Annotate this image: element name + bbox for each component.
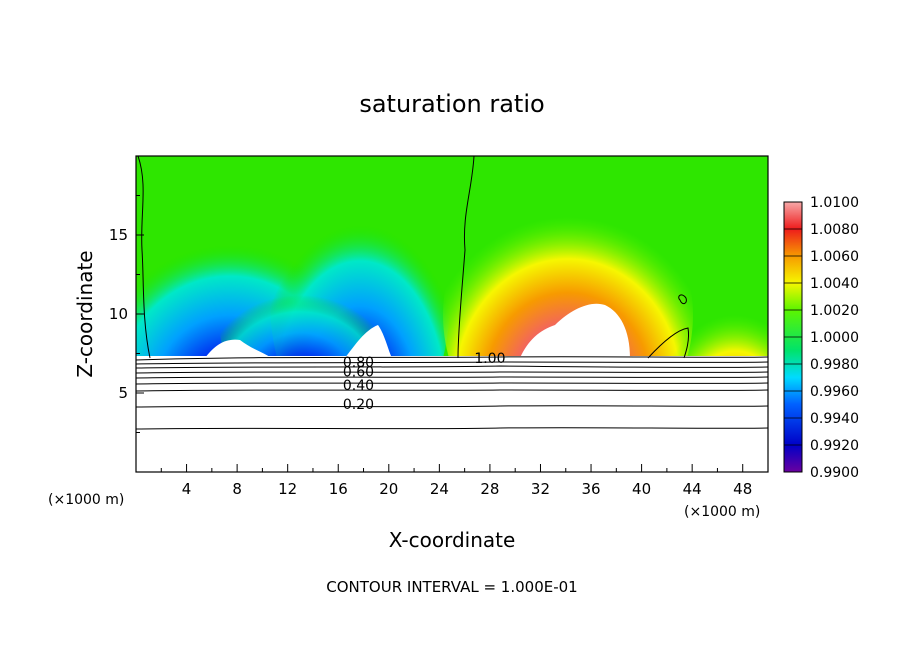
colorbar-ticks: 1.0100 1.0080 1.0060 1.0040 1.0020 1.0000 0.99… — [784, 195, 859, 481]
x-tick-label: 36 — [581, 480, 600, 498]
contour-line — [678, 294, 687, 305]
white-blob-mid — [345, 325, 392, 358]
contour-line — [136, 427, 768, 430]
contour-label: 0.40 — [343, 378, 374, 394]
x-unit-right: (×1000 m) — [684, 504, 760, 520]
colorbar-label: 1.0020 — [810, 303, 859, 319]
contour-line — [136, 382, 768, 385]
colorbar-label: 0.9960 — [810, 384, 859, 400]
y-axis: 5 10 15 — [109, 195, 144, 433]
x-tick-label: 28 — [480, 480, 499, 498]
x-tick-label: 32 — [531, 480, 550, 498]
x-tick-label: 40 — [632, 480, 651, 498]
x-tick-label: 48 — [733, 480, 752, 498]
saturation-field — [136, 156, 768, 472]
contour-line — [136, 389, 768, 392]
lower-layer — [136, 356, 768, 472]
colorbar-label: 1.0040 — [810, 276, 859, 292]
x-tick-label: 16 — [329, 480, 348, 498]
chart-title: saturation ratio — [359, 90, 544, 118]
white-blob-main — [520, 303, 630, 358]
y-tick-label: 10 — [109, 305, 128, 323]
colorbar-label: 1.0100 — [810, 195, 859, 211]
x-axis-label: X-coordinate — [389, 528, 516, 552]
colorbar-label: 0.9940 — [810, 411, 859, 427]
y-tick-label: 5 — [118, 384, 128, 402]
colorbar-label: 0.9980 — [810, 357, 859, 373]
x-tick-label: 20 — [379, 480, 398, 498]
contour-line — [136, 371, 768, 374]
x-axis: 4 8 12 16 20 24 28 32 36 40 44 48 — [160, 464, 752, 498]
contour-line — [136, 361, 768, 365]
y-axis-label: Z-coordinate — [73, 250, 97, 377]
contour-label: 0.60 — [343, 365, 374, 381]
colorbar-label: 1.0080 — [810, 222, 859, 238]
contour-line — [136, 376, 768, 379]
x-tick-label: 4 — [182, 480, 192, 498]
contour-label: 0.80 — [343, 355, 374, 371]
contour-label: 1.00 — [474, 351, 505, 367]
contour-line — [647, 327, 689, 359]
contour-line — [137, 156, 151, 359]
colorbar-label: 0.9920 — [810, 438, 859, 454]
contour-line — [136, 356, 768, 361]
contour-line — [136, 365, 768, 369]
colorbar: 1.0100 1.0080 1.0060 1.0040 1.0020 1.0000 0.99… — [783, 195, 859, 481]
contour-label: 0.20 — [343, 397, 374, 413]
colorbar-label: 0.9900 — [810, 465, 859, 481]
contour-labels: 1.00 0.800.600.40 0.20 — [343, 351, 506, 413]
contour-line — [457, 156, 475, 359]
white-blob-left — [205, 339, 272, 358]
colorbar-label: 1.0060 — [810, 249, 859, 265]
x-tick-label: 44 — [683, 480, 702, 498]
x-unit-left: (×1000 m) — [48, 492, 124, 508]
colorbar-label: 1.0000 — [810, 330, 859, 346]
y-tick-label: 15 — [109, 226, 128, 244]
x-tick-label: 24 — [430, 480, 449, 498]
contour-interval-text: CONTOUR INTERVAL = 1.000E-01 — [326, 578, 577, 596]
x-tick-label: 12 — [278, 480, 297, 498]
x-tick-label: 8 — [232, 480, 242, 498]
contour-lines — [136, 156, 768, 430]
contour-line — [136, 405, 768, 408]
